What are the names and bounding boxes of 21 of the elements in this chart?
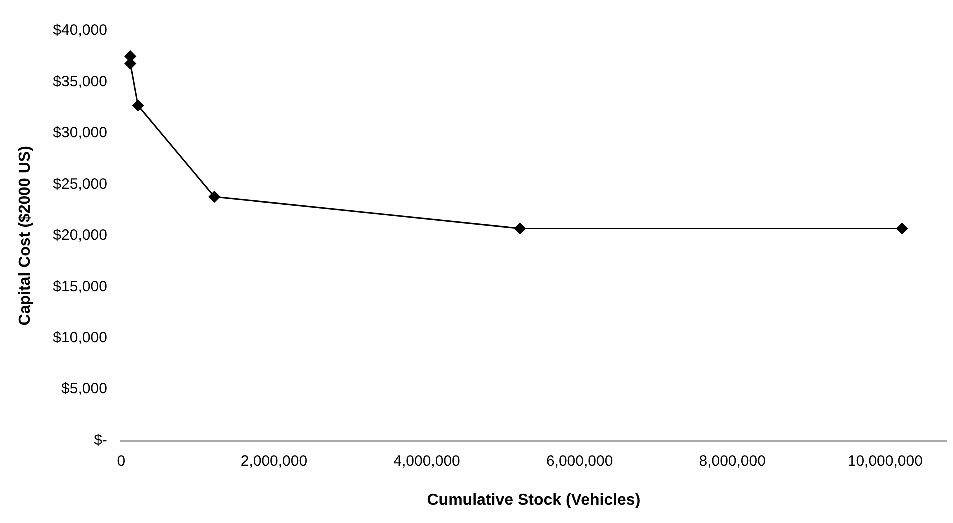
x-tick-label: 8,000,000 [699, 452, 766, 470]
point [514, 222, 526, 234]
y-tick-label: $- [94, 432, 108, 449]
point [132, 100, 144, 112]
y-axis-title: Capital Cost ($2000 US) [17, 146, 34, 326]
y-tick-label: $15,000 [53, 278, 108, 296]
point [896, 222, 908, 234]
y-tick-label: $30,000 [53, 124, 108, 142]
x-tick-label: 2,000,000 [240, 452, 308, 470]
y-tick-label: $35,000 [53, 73, 108, 90]
y-tick-label: $40,000 [53, 22, 108, 40]
x-tick-label: 6,000,000 [546, 452, 614, 470]
x-tick-label: 0 [117, 452, 126, 470]
x-tick-label: 4,000,000 [394, 452, 460, 470]
y-tick-label: $10,000 [53, 329, 108, 346]
y-tick-label: $5,000 [62, 380, 108, 398]
y-tick-label: $25,000 [53, 176, 108, 193]
x-axis-title: Cumulative Stock (Vehicles) [427, 492, 641, 509]
y-tick-label: $20,000 [53, 227, 108, 244]
x-tick-label: 10,000,000 [848, 452, 923, 470]
point [208, 191, 220, 203]
